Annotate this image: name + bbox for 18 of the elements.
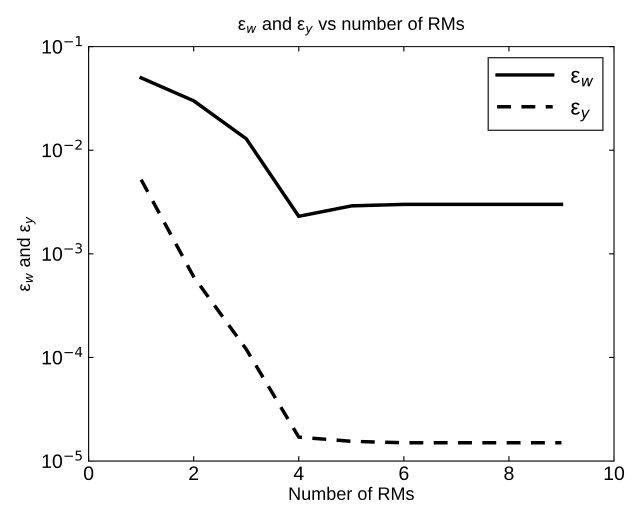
legend-label: ε$_{w}$ — [571, 70, 594, 86]
y-tick-label: 10$^{−3}$ — [42, 243, 82, 261]
y-tick-label: 10$^{−1}$ — [42, 36, 82, 54]
x-tick-label: 8 — [504, 466, 514, 480]
x-axis-title: Number of RMs — [290, 486, 414, 500]
x-tick-label: 0 — [84, 466, 94, 480]
y-tick-label: 10$^{−5}$ — [42, 450, 82, 468]
y-tick-label: 10$^{−2}$ — [42, 140, 82, 158]
legend-label: ε$_{y}$ — [571, 102, 590, 122]
x-tick-label: 6 — [399, 466, 408, 480]
y-axis-title: ε$_{w}$ and ε$_{y}$ — [16, 216, 36, 291]
y-tick-label: 10$^{−4}$ — [42, 346, 82, 365]
line-series — [139, 76, 564, 218]
line-series — [139, 178, 564, 445]
x-tick-label: 2 — [189, 466, 198, 480]
chart-title: ε$_{w}$ and ε$_{y}$ vs number of RMs — [238, 16, 464, 36]
x-tick-label: 10 — [604, 466, 624, 480]
x-tick-label: 4 — [294, 466, 304, 480]
